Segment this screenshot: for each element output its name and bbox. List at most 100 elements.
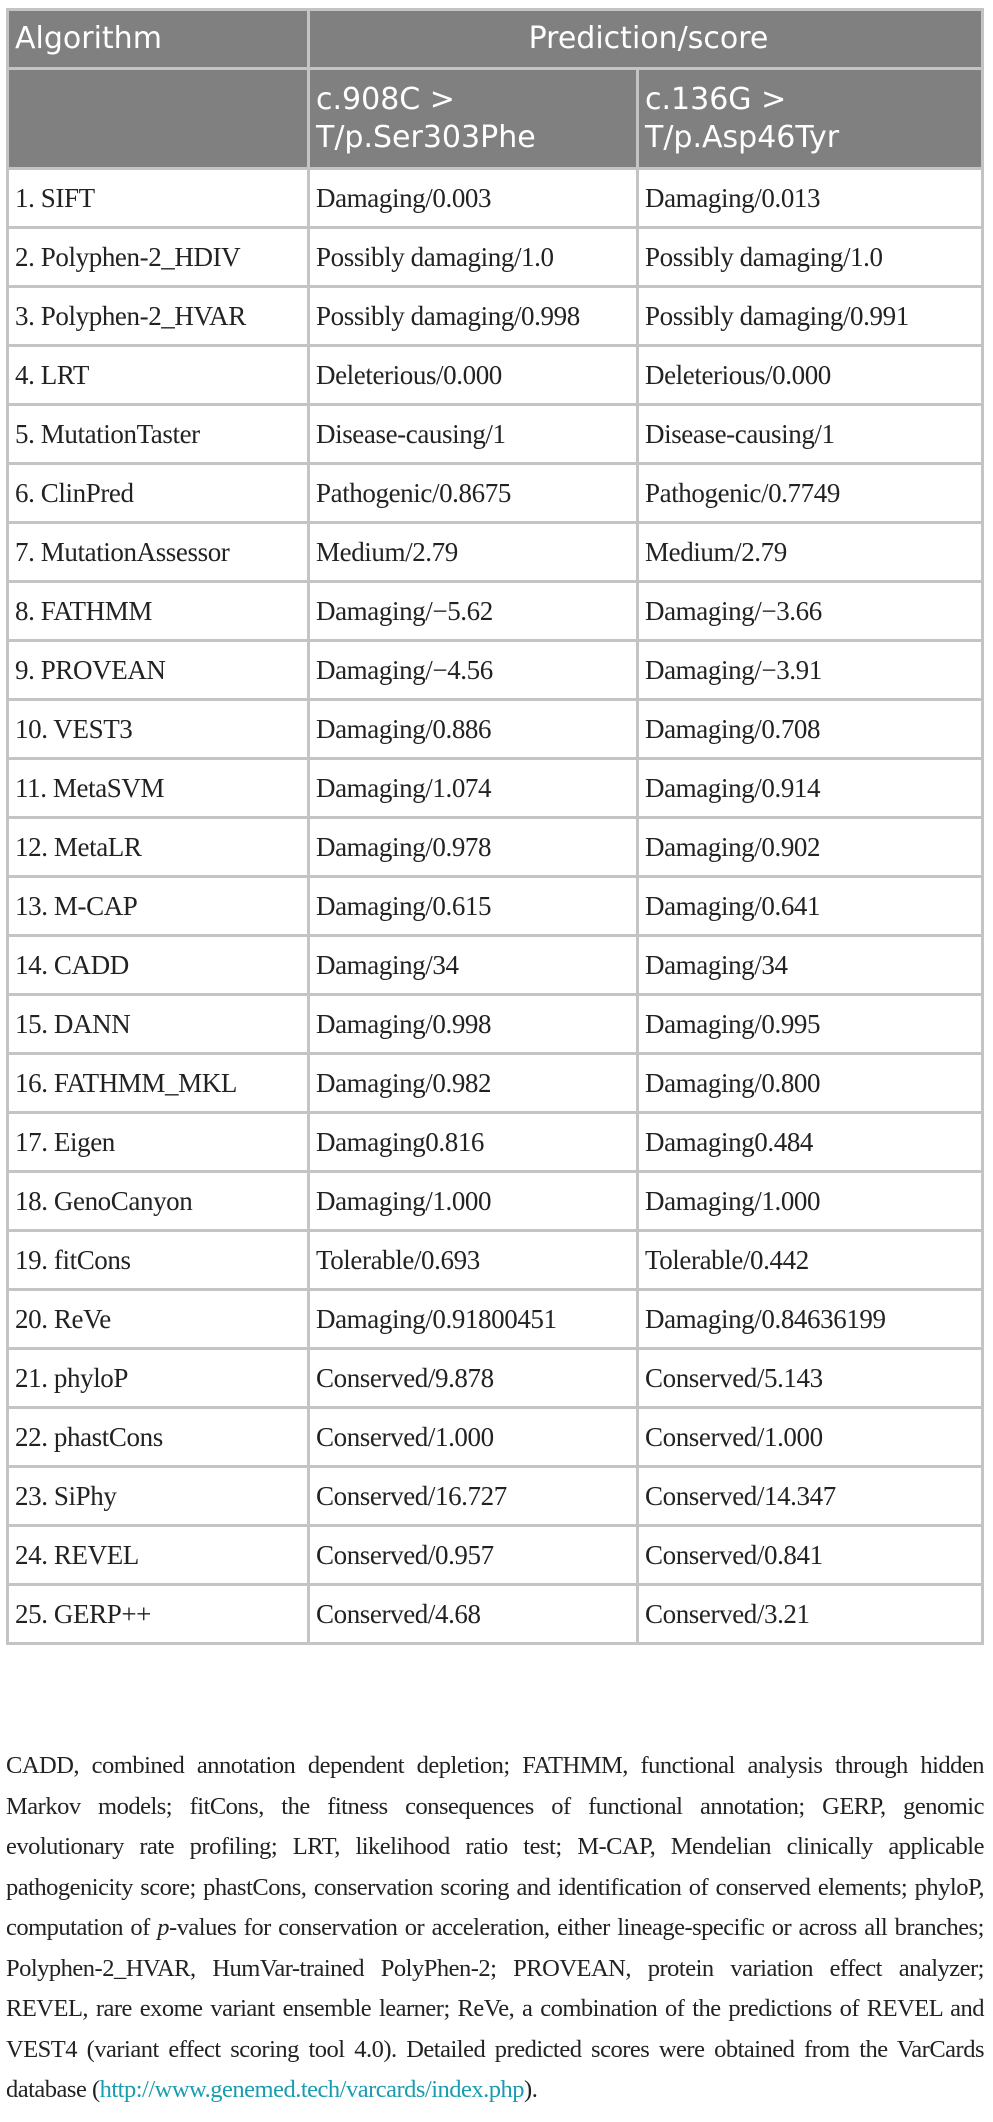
table-row: 16. FATHMM_MKL Damaging/0.982 Damaging/0.8…	[6, 1052, 984, 1114]
header-subrow: c.908C > T/p.Ser303Phe c.136G > T/p.Asp4…	[6, 67, 984, 170]
variant-2-cell: Medium/2.79	[636, 521, 984, 583]
algorithm-cell: 24. REVEL	[6, 1524, 310, 1586]
algorithm-cell: 10. VEST3	[6, 698, 310, 760]
algorithm-cell: 12. MetaLR	[6, 816, 310, 878]
variant-1-cell: Disease-causing/1	[307, 403, 639, 465]
header-empty	[6, 67, 310, 170]
algorithm-cell: 13. M-CAP	[6, 875, 310, 937]
variant-2-cell: Damaging/0.013	[636, 167, 984, 229]
algorithm-cell: 14. CADD	[6, 934, 310, 996]
table-row: 14. CADD Damaging/34 Damaging/34	[6, 934, 984, 996]
variant-2-cell: Damaging/0.708	[636, 698, 984, 760]
variant-2-cell: Tolerable/0.442	[636, 1229, 984, 1291]
variant-2-cell: Damaging/0.914	[636, 757, 984, 819]
table-row: 3. Polyphen-2_HVAR Possibly damaging/0.99…	[6, 285, 984, 347]
variant-2-cell: Conserved/14.347	[636, 1465, 984, 1527]
table-row: 18. GenoCanyon Damaging/1.000 Damaging/1.0…	[6, 1170, 984, 1232]
table-row: 1. SIFT Damaging/0.003 Damaging/0.013	[6, 167, 984, 229]
table-row: 22. phastCons Conserved/1.000 Conserved/1.…	[6, 1406, 984, 1468]
variant-2-cell: Conserved/3.21	[636, 1583, 984, 1645]
table-row: 5. MutationTaster Disease-causing/1 Diseas…	[6, 403, 984, 465]
variant-2-cell: Damaging/34	[636, 934, 984, 996]
variant-2-cell: Disease-causing/1	[636, 403, 984, 465]
variant-2-cell: Damaging/1.000	[636, 1170, 984, 1232]
footnote-text-2: -values for conservation or acceleration…	[6, 1914, 985, 2103]
variant-2-cell: Damaging/0.995	[636, 993, 984, 1055]
table-row: 13. M-CAP Damaging/0.615 Damaging/0.641	[6, 875, 984, 937]
table-row: 17. Eigen Damaging0.816 Damaging0.484	[6, 1111, 984, 1173]
variant-1-cell: Damaging/−5.62	[307, 580, 639, 642]
variant-1-cell: Conserved/4.68	[307, 1583, 639, 1645]
table-row: 21. phyloP Conserved/9.878 Conserved/5.143	[6, 1347, 984, 1409]
algorithm-cell: 20. ReVe	[6, 1288, 310, 1350]
variant-2-cell: Damaging0.484	[636, 1111, 984, 1173]
varcards-link[interactable]: http://www.genemed.tech/varcards/index.p…	[99, 2076, 525, 2103]
variant-1-cell: Damaging/0.978	[307, 816, 639, 878]
table-row: 4. LRT Deleterious/0.000 Deleterious/0.000	[6, 344, 984, 406]
table-row: 15. DANN Damaging/0.998 Damaging/0.995	[6, 993, 984, 1055]
variant-1-cell: Damaging/34	[307, 934, 639, 996]
table-row: 2. Polyphen-2_HDIV Possibly damaging/1.0 P…	[6, 226, 984, 288]
variant-2-cell: Damaging/0.800	[636, 1052, 984, 1114]
variant-1-cell: Damaging/0.91800451	[307, 1288, 639, 1350]
algorithm-cell: 19. fitCons	[6, 1229, 310, 1291]
variant-1-cell: Damaging0.816	[307, 1111, 639, 1173]
variant-2-cell: Damaging/−3.91	[636, 639, 984, 701]
table-row: 6. ClinPred Pathogenic/0.8675 Pathogenic/0…	[6, 462, 984, 524]
variant-1-cell: Damaging/0.998	[307, 993, 639, 1055]
header-algorithm: Algorithm	[6, 8, 310, 70]
algorithm-cell: 17. Eigen	[6, 1111, 310, 1173]
footnote-italic: p	[157, 1914, 169, 1941]
variant-1-cell: Damaging/1.000	[307, 1170, 639, 1232]
algorithm-cell: 9. PROVEAN	[6, 639, 310, 701]
algorithm-cell: 18. GenoCanyon	[6, 1170, 310, 1232]
variant-1-cell: Conserved/1.000	[307, 1406, 639, 1468]
variant-2-cell: Damaging/0.902	[636, 816, 984, 878]
table-row: 9. PROVEAN Damaging/−4.56 Damaging/−3.91	[6, 639, 984, 701]
variant-2-cell: Damaging/0.641	[636, 875, 984, 937]
table-body: 1. SIFT Damaging/0.003 Damaging/0.013 2. Po…	[6, 167, 984, 1645]
header-variant-2: c.136G > T/p.Asp46Tyr	[636, 67, 984, 170]
variant-1-cell: Conserved/16.727	[307, 1465, 639, 1527]
table-row: 23. SiPhy Conserved/16.727 Conserved/14.34…	[6, 1465, 984, 1527]
table-row: 12. MetaLR Damaging/0.978 Damaging/0.902	[6, 816, 984, 878]
variant-1-cell: Conserved/9.878	[307, 1347, 639, 1409]
table-row: 20. ReVe Damaging/0.91800451 Damaging/0.84…	[6, 1288, 984, 1350]
header-prediction-score: Prediction/score	[307, 8, 984, 70]
algorithm-cell: 23. SiPhy	[6, 1465, 310, 1527]
algorithm-cell: 7. MutationAssessor	[6, 521, 310, 583]
variant-1-cell: Damaging/0.003	[307, 167, 639, 229]
algorithm-cell: 25. GERP++	[6, 1583, 310, 1645]
header-variant-1: c.908C > T/p.Ser303Phe	[307, 67, 639, 170]
variant-2-cell: Damaging/−3.66	[636, 580, 984, 642]
algorithm-cell: 4. LRT	[6, 344, 310, 406]
variant-1-cell: Deleterious/0.000	[307, 344, 639, 406]
variant-2-cell: Possibly damaging/0.991	[636, 285, 984, 347]
variant-1-cell: Tolerable/0.693	[307, 1229, 639, 1291]
variant-2-cell: Possibly damaging/1.0	[636, 226, 984, 288]
table-row: 11. MetaSVM Damaging/1.074 Damaging/0.914	[6, 757, 984, 819]
table-row: 19. fitCons Tolerable/0.693 Tolerable/0.44…	[6, 1229, 984, 1291]
algorithm-cell: 1. SIFT	[6, 167, 310, 229]
algorithm-cell: 21. phyloP	[6, 1347, 310, 1409]
footnote-text: CADD, combined annotation dependent depl…	[6, 1752, 985, 1941]
variant-2-cell: Pathogenic/0.7749	[636, 462, 984, 524]
algorithm-cell: 16. FATHMM_MKL	[6, 1052, 310, 1114]
algorithm-cell: 5. MutationTaster	[6, 403, 310, 465]
footnote-end: ).	[524, 2076, 538, 2103]
variant-1-cell: Damaging/1.074	[307, 757, 639, 819]
algorithm-cell: 11. MetaSVM	[6, 757, 310, 819]
header-row: Algorithm Prediction/score	[6, 8, 984, 70]
algorithm-cell: 8. FATHMM	[6, 580, 310, 642]
table-row: 8. FATHMM Damaging/−5.62 Damaging/−3.66	[6, 580, 984, 642]
variant-1-cell: Conserved/0.957	[307, 1524, 639, 1586]
table-row: 25. GERP++ Conserved/4.68 Conserved/3.21	[6, 1583, 984, 1645]
variant-2-cell: Conserved/0.841	[636, 1524, 984, 1586]
variant-1-cell: Damaging/0.615	[307, 875, 639, 937]
table-row: 10. VEST3 Damaging/0.886 Damaging/0.708	[6, 698, 984, 760]
variant-2-cell: Conserved/5.143	[636, 1347, 984, 1409]
prediction-table: Algorithm Prediction/score c.908C > T/p.…	[6, 8, 984, 1645]
table-row: 24. REVEL Conserved/0.957 Conserved/0.841	[6, 1524, 984, 1586]
variant-2-cell: Damaging/0.84636199	[636, 1288, 984, 1350]
variant-2-cell: Deleterious/0.000	[636, 344, 984, 406]
